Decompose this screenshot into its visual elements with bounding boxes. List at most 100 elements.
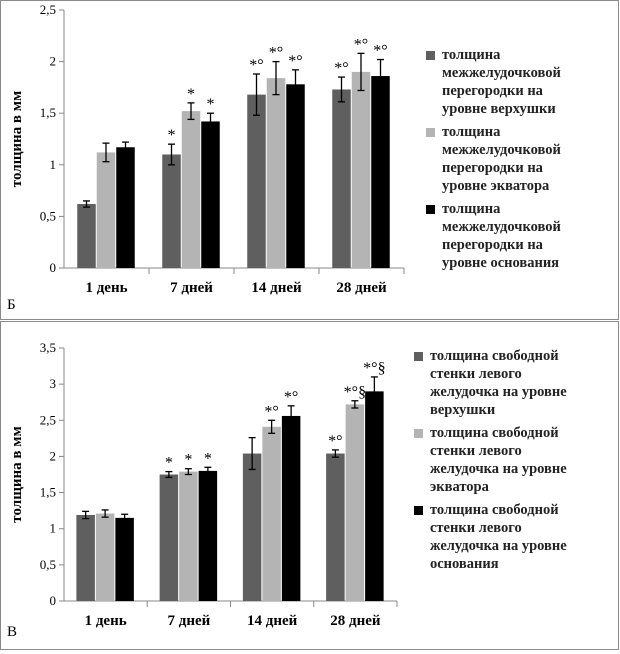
bar-series-1 [77,204,96,268]
chart-panel-b: 0 0,5 1 1,5 2 2,5 толщина в мм Б 1 день 7 дней 14 … [0,0,619,320]
bar-series-3 [115,517,134,601]
legend-item-1: толщина свободной стенки левого желудочка … [414,347,614,419]
significance-marker: *° [269,45,283,62]
bar-series-3 [281,415,301,601]
significance-marker: * [184,452,192,469]
legend-text-line: толщина [442,47,501,63]
panel-label: В [7,624,17,640]
x-category-label: 28 дней [336,280,387,296]
bar-series-2 [95,513,115,601]
significance-marker: *° [249,57,263,74]
chart-panel-v: 0 0,5 1 1,5 2 2,5 3 3,5 толщина в мм В 1 день 7 дне… [0,321,619,650]
bar-series-2 [181,111,201,268]
x-category-label: 1 день [85,280,127,296]
legend-text-line: толщина свободной [430,348,559,364]
legend-text-line: перегородки на [442,237,543,253]
bar-series-3 [198,470,218,601]
significance-marker: *° [288,53,302,70]
bar-series-1 [162,154,181,268]
significance-marker: *° [354,36,368,53]
bar-chart-v: 0 0,5 1 1,5 2 2,5 3 3,5 толщина в мм В 1 день 7 дне… [7,340,398,640]
legend-swatch [414,429,423,438]
significance-marker: *° [284,389,298,406]
bar-series-3 [286,84,305,268]
y-tick-label: 1 [50,157,57,172]
bar-series-2 [262,426,281,601]
y-tick-label: 3 [50,376,57,391]
x-category-label: 14 дней [251,280,302,296]
y-tick-label: 1,5 [40,485,56,500]
legend-item-1: толщина межжелудочковой перегородки на уров… [426,46,616,118]
significance-marker: *°§ [363,360,385,377]
legend-item-3: толщина свободной стенки левого желудочка … [414,501,614,573]
bar-series-2 [351,71,371,268]
legend-text-line: экватора [430,479,489,495]
bar-series-2 [179,471,198,601]
legend-text-line: межжелудочковой [442,142,561,158]
legend-v: толщина свободной стенки левого желудочка … [414,347,614,578]
y-tick-label: 1 [50,521,57,536]
legend-text-line: толщина свободной [430,425,559,441]
bar-series-2 [96,152,116,268]
legend-text-line: толщина [442,124,501,140]
y-tick-label: 1,5 [40,105,56,120]
legend-text-line: перегородки на [442,83,543,99]
y-tick-label: 0,5 [40,208,56,223]
y-tick-label: 0 [50,260,57,275]
legend-text-line: межжелудочковой [442,219,561,235]
bar-series-1 [159,474,179,601]
x-category-label: 7 дней [170,280,213,296]
significance-marker: * [168,127,176,144]
legend-text-line: толщина свободной [430,502,559,518]
y-axis-label: толщина в мм [9,91,25,187]
bar-series-1 [332,89,351,269]
significance-marker: *° [334,60,348,77]
bar-chart-b: 0 0,5 1 1,5 2 2,5 толщина в мм Б 1 день 7 дней 14 … [7,2,405,313]
legend-text-line: стенки левого [430,443,522,459]
legend-text-line: уровне экватора [442,178,550,194]
bar-series-3 [116,147,135,268]
significance-marker: *° [264,403,278,420]
x-category-label: 7 дней [167,613,210,629]
panel-label: Б [7,297,16,313]
significance-marker: * [187,86,195,103]
legend-text-line: толщина [442,201,501,217]
bar-series-3 [201,121,220,269]
y-tick-label: 2,5 [40,2,56,17]
bar-series-2 [345,404,365,601]
legend-text-line: желудочка на уровне [430,384,567,400]
legend-text-line: верхушки [430,402,496,418]
legend-text-line: основания [430,556,499,572]
significance-marker: * [165,455,173,472]
legend-item-3: толщина межжелудочковой перегородки на уров… [426,200,616,272]
legend-swatch [426,128,435,137]
y-tick-label: 3,5 [40,340,56,355]
significance-marker: *° [328,433,342,450]
legend-item-2: толщина свободной стенки левого желудочка … [414,424,614,496]
bar-series-1 [76,514,95,601]
bar-series-1 [247,94,266,269]
legend-swatch [414,352,423,361]
y-tick-label: 0 [50,593,57,608]
y-tick-label: 2 [50,448,57,463]
significance-marker: *° [373,43,387,60]
y-tick-label: 0,5 [40,557,56,572]
x-category-label: 28 дней [330,613,381,629]
x-category-label: 14 дней [247,613,298,629]
legend-swatch [414,506,423,515]
bar-series-2 [266,78,286,268]
significance-marker: * [207,96,215,113]
legend-item-2: толщина межжелудочковой перегородки на уров… [426,123,616,195]
legend-b: толщина межжелудочковой перегородки на уров… [426,46,616,277]
legend-text-line: стенки левого [430,520,522,536]
legend-swatch [426,51,435,60]
bar-series-1 [326,453,345,601]
legend-swatch [426,205,435,214]
bar-series-1 [242,453,262,601]
significance-marker: * [204,450,212,467]
significance-marker: *°§ [344,384,366,401]
y-axis-label: толщина в мм [9,426,25,522]
legend-text-line: желудочка на уровне [430,461,567,477]
x-category-label: 1 день [85,613,127,629]
legend-text-line: перегородки на [442,160,543,176]
